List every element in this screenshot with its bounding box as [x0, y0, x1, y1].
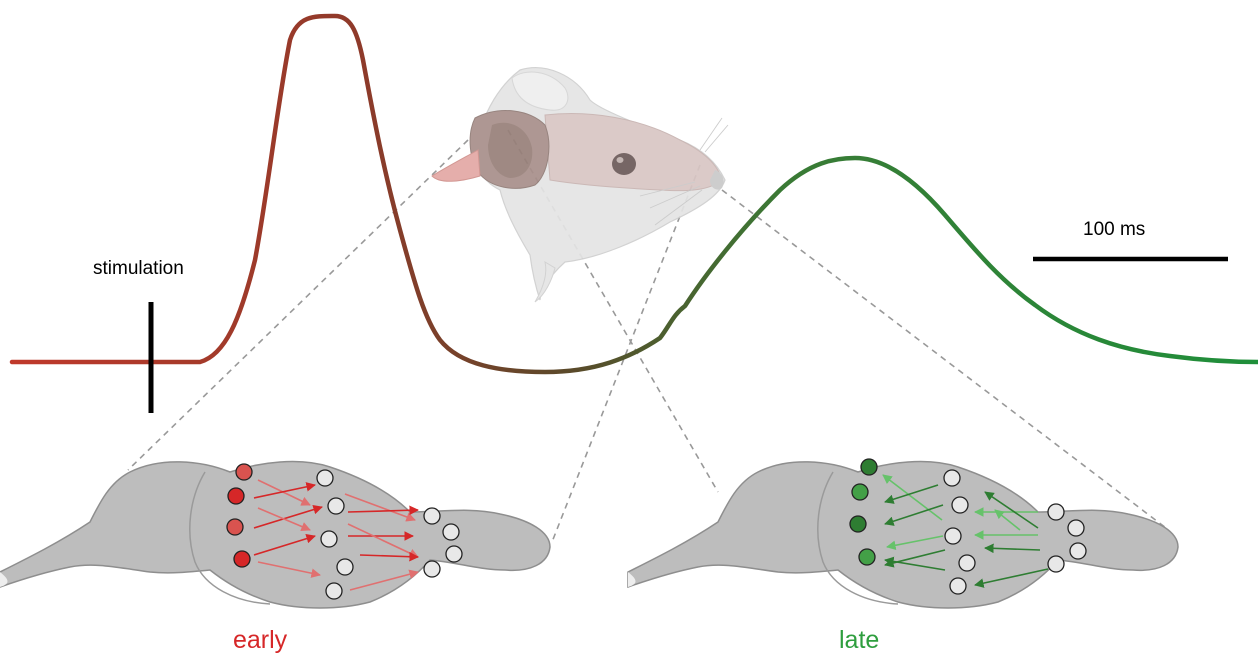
late-active-node	[860, 458, 878, 476]
scale-bar-label: 100 ms	[1083, 219, 1146, 240]
late-inactive-node	[958, 554, 976, 572]
early-inactive-node	[445, 545, 463, 563]
late-inactive-node	[949, 577, 967, 595]
brain-early	[0, 460, 551, 609]
early-inactive-node	[423, 507, 441, 525]
late-inactive-node	[944, 527, 962, 545]
late-inactive-node	[1047, 503, 1065, 521]
early-active-node	[226, 518, 244, 536]
late-arrows	[882, 474, 1049, 588]
early-arrows	[253, 479, 419, 591]
early-inactive-node	[320, 530, 338, 548]
early-active-node	[233, 550, 251, 568]
early-inactive-node	[325, 582, 343, 600]
late-inactive-node	[1067, 519, 1085, 537]
early-inactive-node	[442, 523, 460, 541]
late-active-node	[851, 483, 869, 501]
late-inactive-node	[1047, 555, 1065, 573]
activity-trace	[9, 13, 1258, 375]
late-active-node	[858, 548, 876, 566]
early-inactive-node	[316, 469, 334, 487]
early-inactive-node	[327, 497, 345, 515]
stimulation-label: stimulation	[93, 258, 184, 279]
early-label: early	[233, 626, 288, 654]
late-inactive-node	[951, 496, 969, 514]
early-active-node	[227, 487, 245, 505]
late-label: late	[839, 626, 880, 654]
early-inactive-node	[336, 558, 354, 576]
early-active-node	[235, 463, 253, 481]
late-active-node	[849, 515, 867, 533]
early-nodes	[226, 463, 463, 600]
brain-late	[627, 460, 1179, 609]
mouse-head-illustration	[431, 67, 729, 303]
late-nodes	[849, 458, 1087, 595]
late-inactive-node	[943, 469, 961, 487]
early-inactive-node	[423, 560, 441, 578]
late-inactive-node	[1069, 542, 1087, 560]
